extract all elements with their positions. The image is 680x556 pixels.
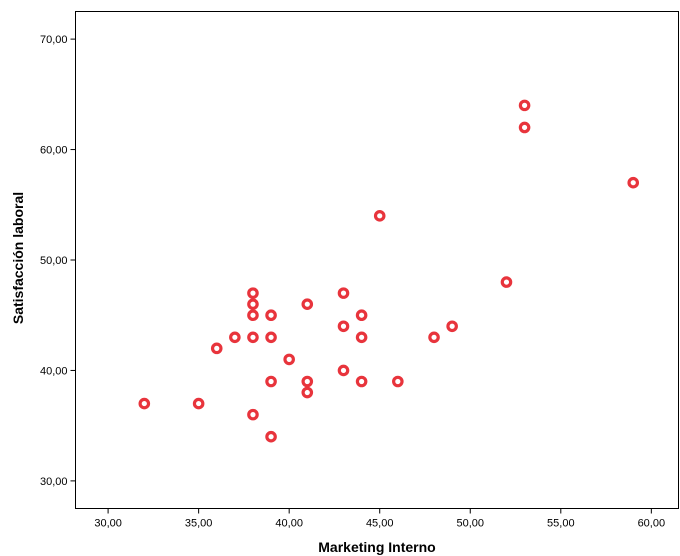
y-tick-label: 30,00 [40, 476, 68, 488]
x-tick-label: 45,00 [366, 518, 394, 530]
y-axis-ticks: 30,00 40,00 50,00 60,00 70,00 [40, 34, 76, 488]
data-point [192, 397, 205, 410]
plot-area [75, 11, 679, 509]
data-point [355, 331, 368, 344]
data-point [355, 309, 368, 322]
x-tick-label: 55,00 [547, 518, 575, 530]
data-point [283, 353, 295, 366]
data-point [373, 210, 386, 222]
y-tick-label: 70,00 [40, 34, 68, 46]
data-point [229, 331, 241, 344]
data-point [337, 320, 350, 333]
data-point [247, 309, 259, 322]
data-point [446, 320, 458, 333]
data-point [518, 99, 531, 112]
data-point [301, 386, 314, 399]
y-axis-title: Satisfacción laboral [10, 192, 26, 324]
data-point [500, 276, 513, 288]
data-point [518, 121, 531, 134]
data-point [301, 298, 314, 310]
data-point [265, 430, 277, 443]
x-tick-label: 40,00 [275, 518, 303, 530]
data-point [337, 364, 350, 377]
data-point [210, 342, 223, 355]
data-points [138, 99, 640, 443]
x-axis-ticks: 30,00 35,00 40,00 45,00 50,00 55,00 60,00 [94, 508, 666, 530]
data-point [265, 309, 277, 322]
data-point [247, 287, 259, 299]
y-tick-label: 50,00 [40, 255, 68, 267]
x-axis-title: Marketing Interno [318, 539, 435, 555]
y-tick-label: 60,00 [40, 145, 68, 157]
x-tick-label: 50,00 [456, 518, 484, 530]
x-tick-label: 30,00 [94, 518, 122, 530]
data-point [247, 298, 259, 310]
x-tick-label: 35,00 [185, 518, 213, 530]
data-point [627, 176, 640, 189]
y-tick-label: 40,00 [40, 365, 68, 377]
x-tick-label: 60,00 [638, 518, 666, 530]
data-point [265, 375, 277, 388]
data-point [392, 375, 404, 388]
data-point [247, 408, 259, 421]
data-point [355, 375, 368, 388]
data-point [337, 287, 350, 299]
data-point [138, 397, 151, 410]
data-point [247, 331, 259, 344]
data-point [265, 331, 277, 344]
data-point [301, 375, 314, 388]
data-point [428, 331, 440, 344]
